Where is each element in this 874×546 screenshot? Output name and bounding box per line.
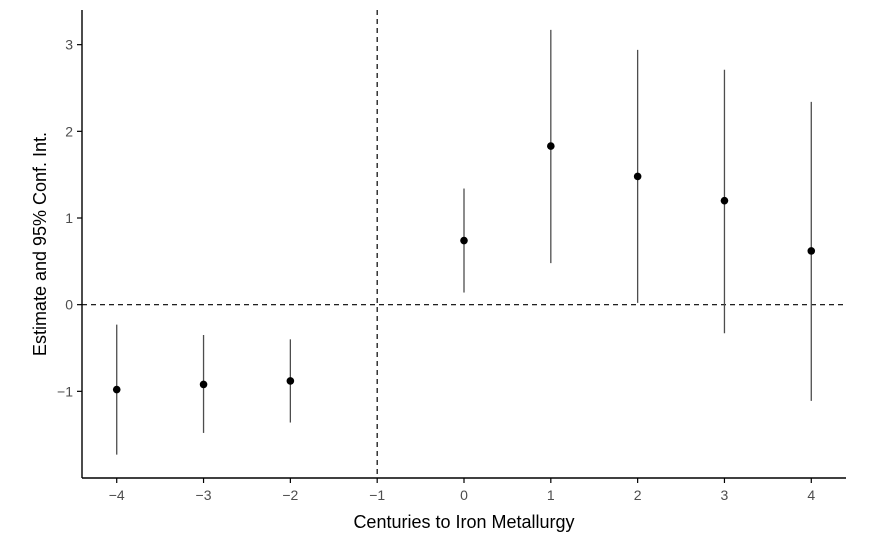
x-tick-label: 4 bbox=[807, 487, 815, 503]
point-estimate bbox=[547, 142, 555, 150]
x-axis-title: Centuries to Iron Metallurgy bbox=[353, 512, 574, 532]
point-estimate bbox=[633, 172, 642, 181]
point-estimates bbox=[112, 142, 816, 394]
x-tick-label: 3 bbox=[721, 487, 729, 503]
point-estimate bbox=[286, 377, 295, 385]
x-tick-label: −1 bbox=[369, 487, 385, 503]
x-tick-label: 0 bbox=[460, 487, 468, 503]
y-axis-title: Estimate and 95% Conf. Int. bbox=[30, 132, 50, 356]
point-estimate bbox=[112, 385, 121, 394]
x-tick-label: −2 bbox=[282, 487, 298, 503]
point-estimate bbox=[720, 196, 729, 205]
x-tick-label: 2 bbox=[634, 487, 642, 503]
reference-lines bbox=[82, 10, 846, 478]
point-estimate bbox=[199, 380, 208, 389]
y-tick-label: 2 bbox=[65, 123, 73, 139]
x-tick-label: 1 bbox=[547, 487, 555, 503]
point-estimate bbox=[807, 247, 816, 255]
y-tick-label: −1 bbox=[57, 383, 73, 399]
y-tick-label: 3 bbox=[65, 37, 73, 53]
axes: −4 −3 −2 −1 0 1 2 3 4 −1 0 1 2 3 bbox=[57, 10, 846, 503]
x-tick-label: −4 bbox=[109, 487, 125, 503]
y-tick-label: 1 bbox=[65, 210, 73, 226]
y-tick-label: 0 bbox=[65, 297, 73, 313]
point-estimate bbox=[460, 236, 468, 245]
x-tick-label: −3 bbox=[196, 487, 212, 503]
